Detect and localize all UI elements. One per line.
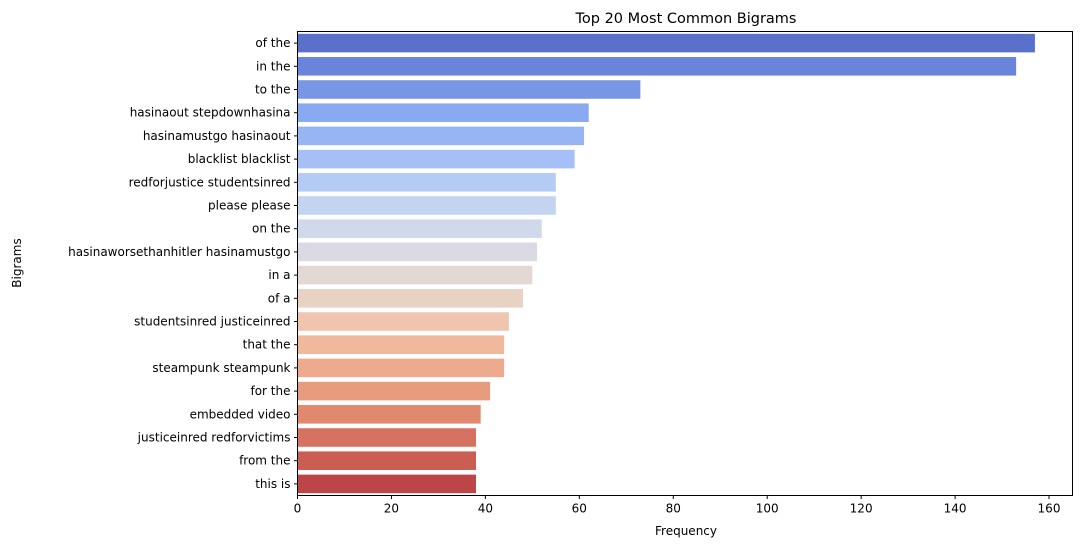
bar — [297, 265, 533, 285]
y-axis-label: Bigrams — [10, 238, 24, 287]
bar — [297, 312, 509, 331]
x-tick-label: 160 — [1038, 502, 1061, 516]
y-tick-label: of a — [268, 291, 291, 305]
y-tick-label: from the — [239, 454, 290, 468]
x-tick-label: 80 — [666, 502, 681, 516]
bars — [297, 33, 1035, 494]
y-tick-label: hasinaworsethanhitler hasinamustgo — [68, 245, 290, 259]
x-tick-label: 140 — [944, 502, 967, 516]
bar — [297, 451, 476, 470]
y-tick-label: this is — [255, 477, 290, 491]
bar — [297, 103, 589, 122]
y-tick-label: embedded video — [190, 407, 291, 421]
bar — [297, 381, 491, 401]
bar — [297, 358, 505, 378]
plot-frame — [297, 31, 1073, 496]
bar — [297, 196, 556, 215]
y-tick-label: justiceinred redforvictims — [137, 431, 291, 445]
y-tick-label: steampunk steampunk — [152, 361, 290, 375]
bar — [297, 405, 481, 424]
x-tick-label: 120 — [850, 502, 873, 516]
x-axis-ticks: 0 20 40 60 80 100 120 140 160 — [294, 495, 1061, 516]
x-axis-label: Frequency — [655, 524, 717, 538]
y-tick-label: blacklist blacklist — [188, 152, 291, 166]
bar — [297, 335, 505, 354]
x-tick-label: 0 — [294, 502, 302, 516]
y-tick-label: redforjustice studentsinred — [129, 175, 291, 189]
bar — [297, 33, 1035, 53]
y-tick-label: in the — [256, 59, 290, 73]
x-tick-label: 100 — [756, 502, 779, 516]
bar — [297, 474, 476, 494]
bar — [297, 173, 556, 192]
x-tick-label: 60 — [572, 502, 587, 516]
y-tick-label: that the — [243, 338, 291, 352]
bar — [297, 57, 1017, 76]
bar — [297, 428, 476, 447]
y-tick-label: hasinamustgo hasinaout — [143, 129, 291, 143]
bar — [297, 219, 542, 238]
y-tick-label: in a — [268, 268, 290, 282]
bar — [297, 242, 538, 262]
y-tick-label: please please — [208, 199, 290, 213]
y-axis-ticks: of the in the to the hasinaout stepdownhasi… — [68, 36, 298, 491]
y-tick-label: for the — [250, 384, 290, 398]
y-tick-label: on the — [252, 222, 290, 236]
y-tick-label: studentsinred justiceinred — [134, 315, 290, 329]
y-tick-label: to the — [255, 83, 291, 97]
bar — [297, 126, 585, 146]
x-tick-label: 40 — [478, 502, 493, 516]
y-tick-label: hasinaout stepdownhasina — [130, 106, 291, 120]
bar — [297, 80, 641, 99]
bar — [297, 149, 575, 169]
bar — [297, 289, 523, 308]
x-tick-label: 20 — [384, 502, 399, 516]
y-tick-label: of the — [255, 36, 290, 50]
chart-title: Top 20 Most Common Bigrams — [575, 11, 797, 27]
